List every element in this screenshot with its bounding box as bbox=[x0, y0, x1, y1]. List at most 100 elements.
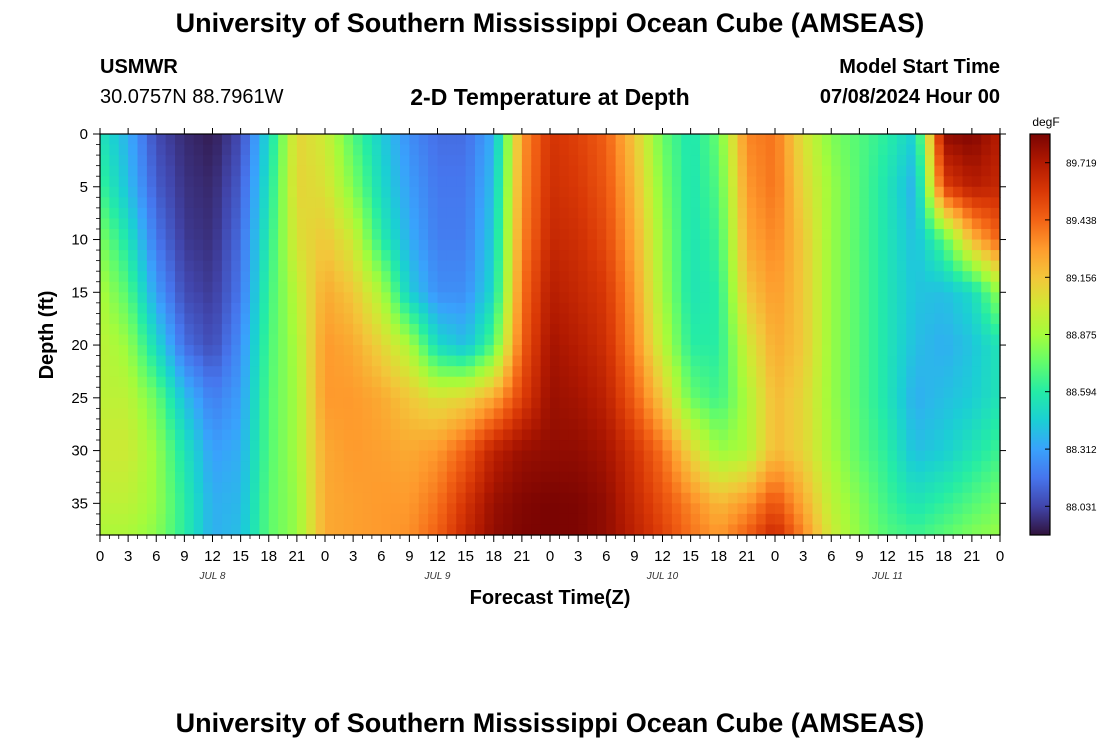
y-tick-label: 15 bbox=[71, 284, 88, 301]
heatmap-cell bbox=[221, 482, 232, 494]
heatmap-cell bbox=[390, 155, 401, 167]
heatmap-cell bbox=[437, 313, 448, 325]
heatmap-cell bbox=[953, 408, 964, 420]
heatmap-cell bbox=[109, 450, 120, 462]
heatmap-cell bbox=[240, 513, 251, 526]
heatmap-cell bbox=[540, 302, 551, 314]
heatmap-cell bbox=[681, 292, 692, 304]
heatmap-cell bbox=[475, 323, 485, 336]
heatmap-cell bbox=[756, 144, 767, 156]
heatmap-cell bbox=[915, 366, 926, 378]
heatmap-cell bbox=[653, 165, 664, 177]
heatmap-cell bbox=[315, 355, 326, 367]
heatmap-cell bbox=[878, 155, 889, 167]
heatmap-cell bbox=[962, 155, 973, 167]
heatmap-cell bbox=[278, 260, 289, 272]
heatmap-cell bbox=[540, 197, 551, 209]
heatmap-cell bbox=[353, 281, 364, 293]
heatmap-cell bbox=[971, 323, 982, 336]
heatmap-cell bbox=[700, 366, 710, 378]
heatmap-cell bbox=[812, 176, 823, 188]
heatmap-cell bbox=[343, 134, 354, 146]
heatmap-cell bbox=[962, 461, 973, 473]
heatmap-cell bbox=[568, 323, 579, 336]
heatmap-cell bbox=[268, 228, 279, 241]
heatmap-cell bbox=[100, 492, 110, 504]
heatmap-cell bbox=[512, 250, 523, 262]
heatmap-cell bbox=[165, 429, 176, 441]
heatmap-cell bbox=[934, 387, 945, 399]
heatmap-cell bbox=[343, 345, 354, 357]
heatmap-cell bbox=[512, 228, 523, 241]
heatmap-cell bbox=[175, 376, 185, 388]
heatmap-cell bbox=[868, 207, 879, 220]
heatmap-cell bbox=[615, 218, 626, 230]
heatmap-cell bbox=[568, 313, 579, 325]
heatmap-cell bbox=[137, 281, 148, 293]
heatmap-cell bbox=[906, 313, 917, 325]
heatmap-cell bbox=[568, 471, 579, 483]
heatmap-cell bbox=[240, 207, 251, 220]
heatmap-cell bbox=[568, 450, 579, 462]
heatmap-cell bbox=[728, 355, 739, 367]
heatmap-cell bbox=[100, 524, 110, 536]
heatmap-cell bbox=[109, 524, 120, 536]
heatmap-cell bbox=[925, 260, 935, 272]
heatmap-cell bbox=[156, 482, 167, 494]
heatmap-cell bbox=[559, 524, 570, 536]
heatmap-cell bbox=[896, 302, 907, 314]
heatmap-cell bbox=[812, 323, 823, 336]
heatmap-cell bbox=[287, 334, 298, 346]
heatmap-cell bbox=[925, 376, 935, 388]
heatmap-cell bbox=[943, 397, 954, 409]
heatmap-cell bbox=[400, 524, 410, 536]
heatmap-cell bbox=[709, 345, 720, 357]
heatmap-cell bbox=[446, 513, 457, 526]
heatmap-cell bbox=[906, 429, 917, 441]
heatmap-cell bbox=[409, 366, 420, 378]
heatmap-cell bbox=[690, 376, 701, 388]
heatmap-cell bbox=[990, 144, 1001, 156]
heatmap-cell bbox=[353, 408, 364, 420]
heatmap-cell bbox=[737, 429, 748, 441]
heatmap-cell bbox=[559, 239, 570, 251]
heatmap-cell bbox=[990, 239, 1001, 251]
heatmap-cell bbox=[475, 228, 485, 241]
heatmap-cell bbox=[915, 524, 926, 536]
heatmap-cell bbox=[437, 387, 448, 399]
heatmap-cell bbox=[259, 155, 270, 167]
heatmap-cell bbox=[343, 281, 354, 293]
heatmap-cell bbox=[381, 366, 392, 378]
heatmap-cell bbox=[128, 440, 139, 452]
heatmap-cell bbox=[653, 228, 664, 241]
heatmap-cell bbox=[531, 239, 542, 251]
heatmap-cell bbox=[446, 429, 457, 441]
heatmap-cell bbox=[793, 186, 804, 198]
heatmap-cell bbox=[868, 281, 879, 293]
heatmap-cell bbox=[465, 387, 476, 399]
heatmap-cell bbox=[925, 440, 935, 452]
heatmap-cell bbox=[100, 408, 110, 420]
heatmap-cell bbox=[634, 366, 645, 378]
heatmap-cell bbox=[259, 302, 270, 314]
heatmap-cell bbox=[334, 418, 345, 431]
heatmap-cell bbox=[728, 186, 739, 198]
heatmap-cell bbox=[184, 376, 195, 388]
heatmap-cell bbox=[428, 418, 439, 431]
heatmap-cell bbox=[878, 250, 889, 262]
heatmap-cell bbox=[175, 292, 185, 304]
heatmap-cell bbox=[381, 239, 392, 251]
heatmap-cell bbox=[568, 492, 579, 504]
heatmap-cell bbox=[643, 250, 654, 262]
heatmap-cell bbox=[615, 429, 626, 441]
heatmap-cell bbox=[840, 408, 851, 420]
heatmap-cell bbox=[681, 155, 692, 167]
heatmap-cell bbox=[137, 186, 148, 198]
heatmap-cell bbox=[765, 503, 776, 515]
heatmap-cell bbox=[728, 271, 739, 283]
heatmap-cell bbox=[896, 271, 907, 283]
heatmap-cell bbox=[465, 471, 476, 483]
heatmap-cell bbox=[400, 461, 410, 473]
heatmap-cell bbox=[137, 260, 148, 272]
heatmap-cell bbox=[878, 471, 889, 483]
